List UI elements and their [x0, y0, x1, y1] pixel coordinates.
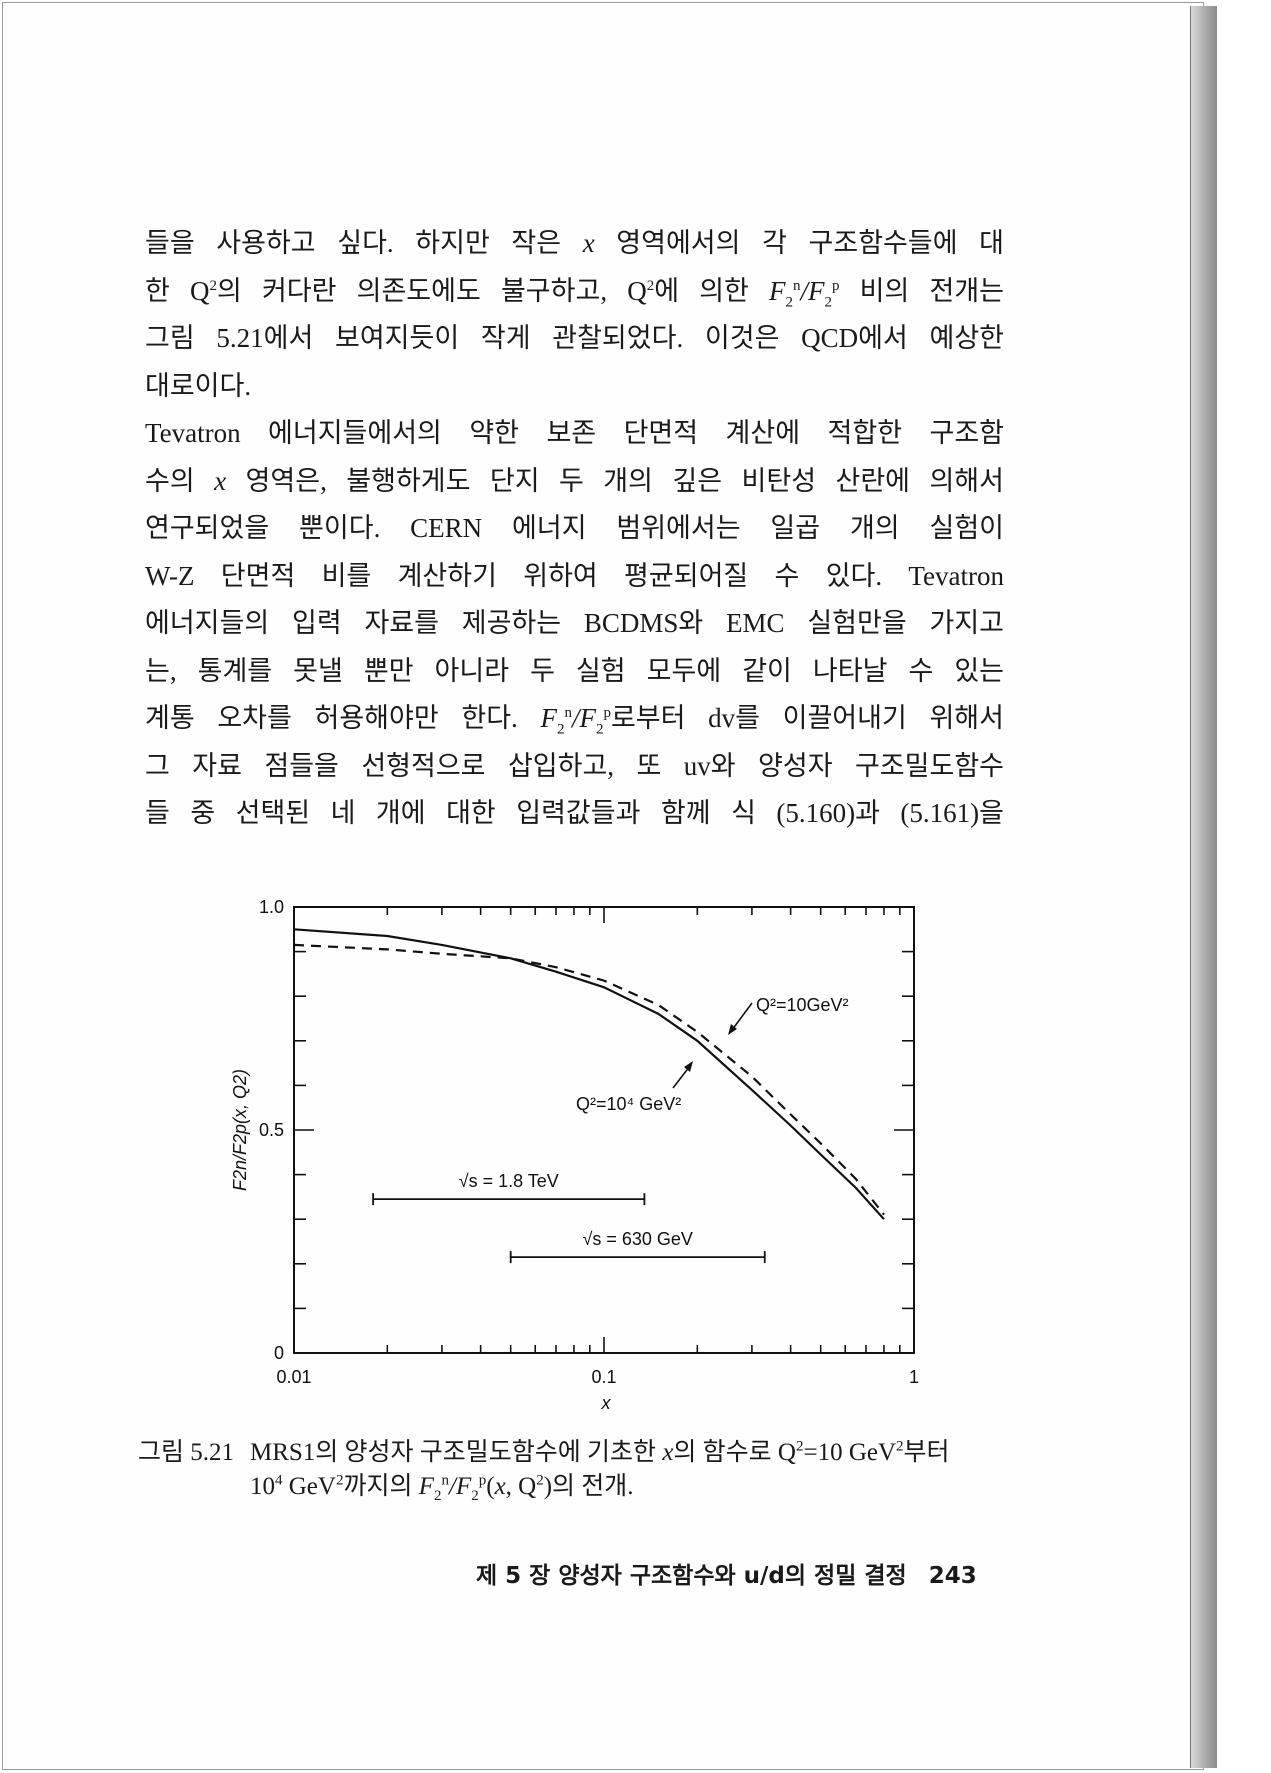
- text-segment: 의 함수로 Q: [673, 1439, 796, 1466]
- text-segment: 그 자료 점들을 선형적으로 삽입하고, 또 uv와 양성자 구조밀도함수: [145, 750, 1004, 781]
- text-segment: 2: [646, 277, 655, 294]
- text-segment: 들을 사용하고 싶다. 하지만 작은: [145, 228, 583, 258]
- text-segment: 까지의: [343, 1473, 419, 1500]
- text-segment: 의 커다란 의존도에도 불구하고, Q: [216, 275, 647, 306]
- page-edge-shadow: [1190, 6, 1217, 1768]
- text-segment: n: [441, 1472, 450, 1489]
- text-segment: 10: [250, 1473, 275, 1500]
- text-segment: 계통 오차를 허용해야만 한다.: [145, 703, 541, 733]
- text-segment: =10 GeV: [803, 1439, 897, 1466]
- text-segment: 는, 통계를 못낼 뿐만 아니라 두 실험 모두에 같이 나타날 수 있는: [145, 655, 1004, 686]
- text-segment: 2: [824, 293, 833, 310]
- annotation-q2-10: Q²=10GeV²: [756, 995, 849, 1015]
- text-segment: 4: [275, 1472, 283, 1489]
- y-tick-label: 1.0: [259, 897, 284, 917]
- text-segment: /F: [800, 275, 825, 306]
- plot-frame: [293, 906, 915, 1354]
- text-segment: /F: [571, 703, 596, 733]
- text-segment: 2: [335, 1472, 344, 1489]
- text-segment: 2: [434, 1488, 442, 1504]
- text-segment: F: [418, 1473, 435, 1500]
- series-line-dashed: [293, 943, 885, 1216]
- caption-number: 그림 5.21: [138, 1439, 235, 1466]
- caption-line-1: MRS1의 양성자 구조밀도함수에 기초한 x의 함수로 Q2=10 GeV2부…: [250, 1432, 950, 1468]
- arrowhead-icon: [684, 1061, 693, 1072]
- text-segment: 부터: [903, 1439, 950, 1466]
- text-segment: GeV: [282, 1473, 336, 1500]
- text-segment: x: [582, 228, 595, 258]
- text-line: W-Z 단면적 비를 계산하기 위하여 평균되어질 수 있다. Tevatron: [145, 559, 1004, 593]
- text-line: 연구되었을 뿐이다. CERN 에너지 범위에서는 일곱 개의 실험이: [145, 511, 1004, 545]
- text-segment: n: [793, 277, 801, 294]
- text-line: 들 중 선택된 네 개에 대한 입력값들과 함께 식 (5.160)과 (5.1…: [145, 796, 1004, 830]
- caption-line-2: 104 GeV2까지의 F2n/F2p(x, Q2)의 전개.: [250, 1466, 634, 1504]
- x-tick-label: 1: [909, 1367, 919, 1387]
- text-segment: p: [603, 705, 611, 721]
- x-tick-label: 0.1: [591, 1367, 616, 1387]
- text-segment: 영역은, 불행하게도 단지 두 개의 깊은 비탄성 산란에 의해서: [226, 465, 1004, 496]
- text-segment: 2: [595, 721, 604, 738]
- text-line: 대로이다.: [145, 369, 1004, 403]
- x-axis-label: x: [601, 1393, 612, 1413]
- text-line: 계통 오차를 허용해야만 한다. F2n/F2p로부터 dv를 이끌어내기 위해…: [145, 701, 1004, 738]
- text-segment: 그림 5.21에서 보여지듯이 작게 관찰되었다. 이것은 QCD에서 예상한: [145, 323, 1004, 353]
- text-segment: 에너지들의 입력 자료를 제공하는 BCDMS와 EMC 실험만을 가지고: [145, 608, 1004, 638]
- text-segment: 비의 전개는: [839, 275, 1005, 306]
- range-label: √s = 630 GeV: [582, 1229, 692, 1249]
- text-segment: 2: [556, 721, 565, 738]
- y-tick-label: 0.5: [259, 1120, 284, 1140]
- text-segment: p: [832, 277, 840, 294]
- text-segment: 2: [209, 277, 217, 294]
- text-segment: 2: [795, 1438, 804, 1455]
- text-segment: x: [662, 1439, 674, 1466]
- running-head: 제 5 장 양성자 구조함수와 u/d의 정밀 결정: [476, 1563, 907, 1589]
- text-line: 그 자료 점들을 선형적으로 삽입하고, 또 uv와 양성자 구조밀도함수: [145, 749, 1004, 783]
- y-axis-label: F2n/F2p(x, Q2): [230, 1069, 250, 1191]
- text-segment: 2: [896, 1438, 904, 1455]
- text-segment: x: [214, 465, 227, 496]
- text-segment: 대로이다.: [145, 370, 252, 401]
- text-segment: 에 의한: [654, 275, 770, 306]
- annotation-arrow: [672, 1065, 691, 1089]
- text-line: 에너지들의 입력 자료를 제공하는 BCDMS와 EMC 실험만을 가지고: [145, 606, 1004, 640]
- text-segment: 연구되었을 뿐이다. CERN 에너지 범위에서는 일곱 개의 실험이: [145, 513, 1004, 543]
- text-segment: 2: [471, 1488, 479, 1504]
- arrowhead-icon: [728, 1024, 737, 1035]
- text-segment: 영역에서의 각 구조함수들에 대: [594, 228, 1005, 258]
- text-line: Tevatron 에너지들에서의 약한 보존 단면적 계산에 적합한 구조함: [145, 416, 1004, 450]
- text-segment: 들 중 선택된 네 개에 대한 입력값들과 함께 식 (5.160)과 (5.1…: [145, 798, 1004, 828]
- text-segment: 한 Q: [145, 275, 210, 306]
- text-segment: F: [769, 275, 786, 306]
- y-tick-label: 0: [274, 1343, 284, 1363]
- text-segment: 수의: [145, 465, 215, 496]
- text-line: 는, 통계를 못낼 뿐만 아니라 두 실험 모두에 같이 나타날 수 있는: [145, 654, 1004, 688]
- text-segment: /F: [449, 1473, 472, 1500]
- text-line: 한 Q2의 커다란 의존도에도 불구하고, Q2에 의한 F2n/F2p 비의 …: [145, 274, 1005, 310]
- text-segment: , Q: [505, 1473, 537, 1500]
- series-line-solid: [293, 928, 885, 1220]
- text-segment: Tevatron 에너지들에서의 약한 보존 단면적 계산에 적합한 구조함: [145, 418, 1004, 448]
- text-segment: F: [540, 703, 557, 733]
- page-footer: 제 5 장 양성자 구조함수와 u/d의 정밀 결정 243: [476, 1556, 977, 1590]
- annotation-q2-10e4: Q²=10⁴ GeV²: [576, 1094, 681, 1114]
- text-segment: n: [564, 705, 572, 721]
- text-segment: 로부터 dv를 이끌어내기 위해서: [610, 703, 1004, 733]
- range-label: √s = 1.8 TeV: [459, 1171, 559, 1191]
- x-tick-label: 0.01: [276, 1367, 311, 1387]
- text-segment: (: [486, 1473, 495, 1500]
- text-segment: W-Z 단면적 비를 계산하기 위하여 평균되어질 수 있다. Tevatron: [145, 560, 1004, 591]
- text-line: 수의 x 영역은, 불행하게도 단지 두 개의 깊은 비탄성 산란에 의해서: [145, 464, 1004, 498]
- page-number: 243: [928, 1563, 977, 1589]
- text-line: 그림 5.21에서 보여지듯이 작게 관찰되었다. 이것은 QCD에서 예상한: [145, 321, 1004, 355]
- text-segment: 2: [785, 293, 794, 310]
- text-segment: 2: [536, 1472, 544, 1489]
- text-segment: p: [478, 1472, 487, 1489]
- text-segment: )의 전개.: [543, 1473, 634, 1500]
- book-page: [2, 2, 1204, 1770]
- text-segment: MRS1의 양성자 구조밀도함수에 기초한: [250, 1439, 663, 1466]
- annotation-arrow: [731, 1002, 753, 1031]
- text-line: 들을 사용하고 싶다. 하지만 작은 x 영역에서의 각 구조함수들에 대: [145, 226, 1004, 260]
- text-segment: x: [494, 1473, 506, 1500]
